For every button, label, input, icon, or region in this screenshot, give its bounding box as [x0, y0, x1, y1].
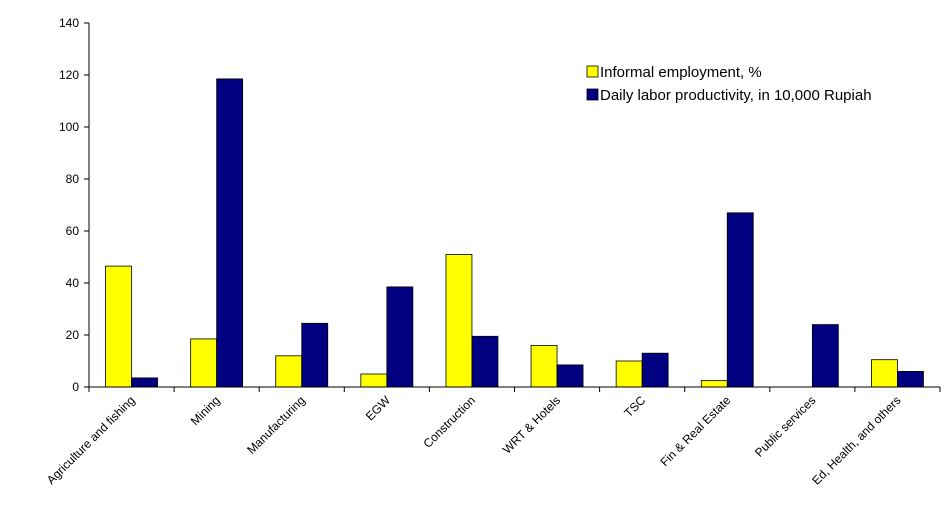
bar-labor-productivity-6: [641, 352, 669, 388]
x-tick-label: EGW: [363, 393, 394, 424]
bar-labor-productivity-4: [471, 335, 499, 388]
y-tick-label: 80: [66, 172, 80, 186]
axes: [84, 22, 941, 392]
x-tick-label: WRT & Hotels: [500, 393, 563, 456]
x-tick-label: Ed, Health, and others: [809, 393, 903, 487]
bar-labor-productivity-7: [726, 212, 754, 388]
legend-swatch-1: [586, 88, 599, 101]
legend-label-1: Daily labor productivity, in 10,000 Rupi…: [600, 87, 872, 104]
y-tick-label: 60: [66, 224, 80, 238]
x-tick-label: Public services: [752, 393, 818, 459]
x-tick-label: Manufacturing: [244, 393, 308, 457]
legend: Informal employment, % Daily labor produc…: [586, 64, 872, 104]
x-tick-label: Agriculture and fishing: [44, 393, 138, 487]
bars: [105, 78, 924, 388]
bar-labor-productivity-9: [897, 370, 924, 388]
bar-labor-productivity-8: [811, 324, 839, 388]
x-tick-label: Mining: [188, 393, 223, 428]
bar-labor-productivity-5: [556, 364, 584, 388]
y-tick-label: 0: [72, 380, 79, 394]
bar-labor-productivity-1: [216, 78, 244, 388]
legend-label-0: Informal employment, %: [600, 64, 762, 81]
bar-informal-employment-1: [190, 338, 218, 388]
bar-informal-employment-4: [445, 253, 473, 388]
legend-swatch-0: [586, 65, 599, 78]
bar-informal-employment-6: [615, 360, 643, 388]
bar-labor-productivity-0: [131, 377, 158, 388]
x-tick-label: TSC: [621, 393, 648, 420]
bar-labor-productivity-2: [301, 322, 329, 388]
y-tick-label: 20: [66, 328, 80, 342]
y-tick-label: 40: [66, 276, 80, 290]
bar-informal-employment-0: [105, 265, 132, 388]
y-tick-label: 140: [59, 16, 79, 30]
x-tick-label: Fin & Real Estate: [657, 393, 733, 469]
bar-labor-productivity-3: [386, 286, 414, 388]
y-tick-label: 100: [59, 120, 79, 134]
bar-informal-employment-9: [871, 359, 898, 388]
bar-informal-employment-2: [275, 355, 303, 388]
x-tick-label: Construction: [421, 393, 479, 451]
y-tick-label: 120: [59, 68, 79, 82]
bar-informal-employment-3: [360, 373, 388, 388]
bar-informal-employment-7: [700, 380, 728, 388]
bar-informal-employment-5: [530, 344, 558, 388]
